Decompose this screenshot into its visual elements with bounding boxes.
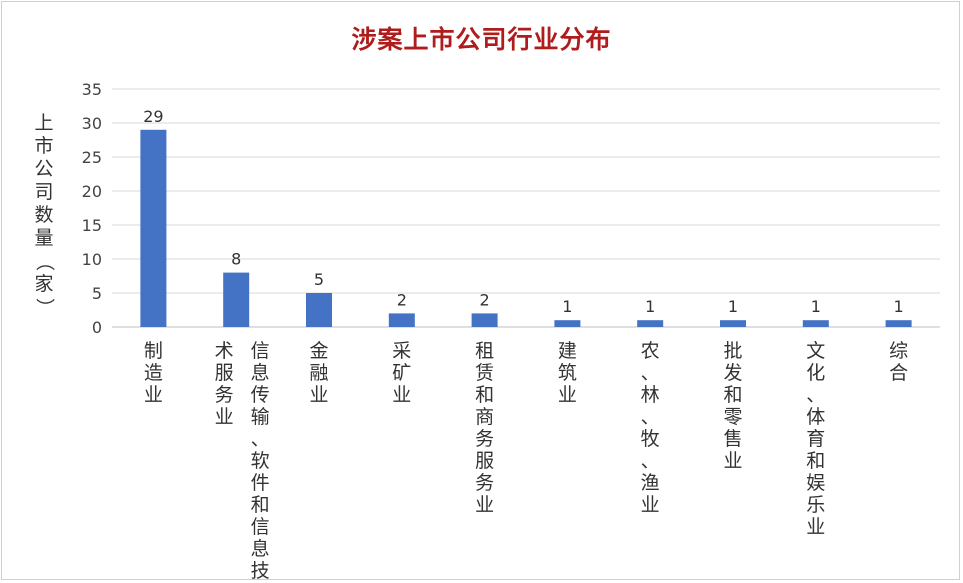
y-axis-label-char: 公	[34, 158, 54, 180]
data-label: 1	[894, 297, 904, 316]
x-tick-label: 综合	[889, 340, 909, 384]
bar	[223, 272, 250, 327]
bar	[140, 129, 167, 327]
x-tick-label: 信息传输、软件和信息技	[250, 340, 270, 582]
x-tick-label: 农、林、牧、渔业	[640, 340, 660, 516]
x-tick-label: 建筑业	[557, 340, 577, 406]
bar	[471, 313, 498, 327]
bar	[388, 313, 415, 327]
y-axis-label-char: 司	[34, 181, 54, 203]
y-tick-label: 35	[82, 80, 102, 99]
x-tick-label: 文化、体育和娱乐业	[806, 340, 826, 538]
y-axis-label-char: 数	[34, 204, 54, 226]
y-tick-label: 15	[82, 216, 102, 235]
y-tick-label: 0	[92, 318, 102, 337]
bar	[306, 293, 332, 327]
bar	[720, 320, 746, 327]
data-label: 5	[314, 270, 324, 289]
x-tick-label: 租赁和商务服务业	[475, 340, 495, 516]
y-tick-label: 5	[92, 284, 102, 303]
y-tick-label: 20	[82, 182, 102, 201]
data-label: 1	[645, 297, 655, 316]
bar	[554, 320, 581, 327]
y-axis-label-char: 量	[34, 227, 54, 249]
data-label: 2	[397, 290, 407, 309]
data-label: 1	[811, 297, 821, 316]
data-label: 1	[562, 297, 572, 316]
x-tick-label: 金融业	[309, 340, 329, 406]
y-tick-label: 25	[82, 148, 102, 167]
x-tick-label: 批发和零售业	[723, 340, 743, 472]
bar	[885, 320, 912, 327]
y-axis-label-char: 上	[34, 112, 54, 134]
bar	[802, 320, 829, 327]
y-tick-label: 10	[82, 250, 102, 269]
x-tick-label: 制造业	[143, 340, 163, 406]
bar	[637, 320, 664, 327]
data-label: 8	[231, 250, 241, 269]
x-tick-label: 采矿业	[392, 340, 412, 406]
data-label: 2	[480, 290, 490, 309]
chart-title: 涉案上市公司行业分布	[351, 25, 612, 54]
y-axis-label-char: 市	[34, 135, 54, 157]
data-label: 29	[143, 107, 163, 126]
x-tick-label: 术服务业	[214, 340, 234, 428]
y-axis-label-char: 家	[34, 273, 54, 295]
y-axis-label: 上市公司数量（家）	[33, 112, 56, 319]
y-tick-label: 30	[82, 114, 102, 133]
data-label: 1	[728, 297, 738, 316]
